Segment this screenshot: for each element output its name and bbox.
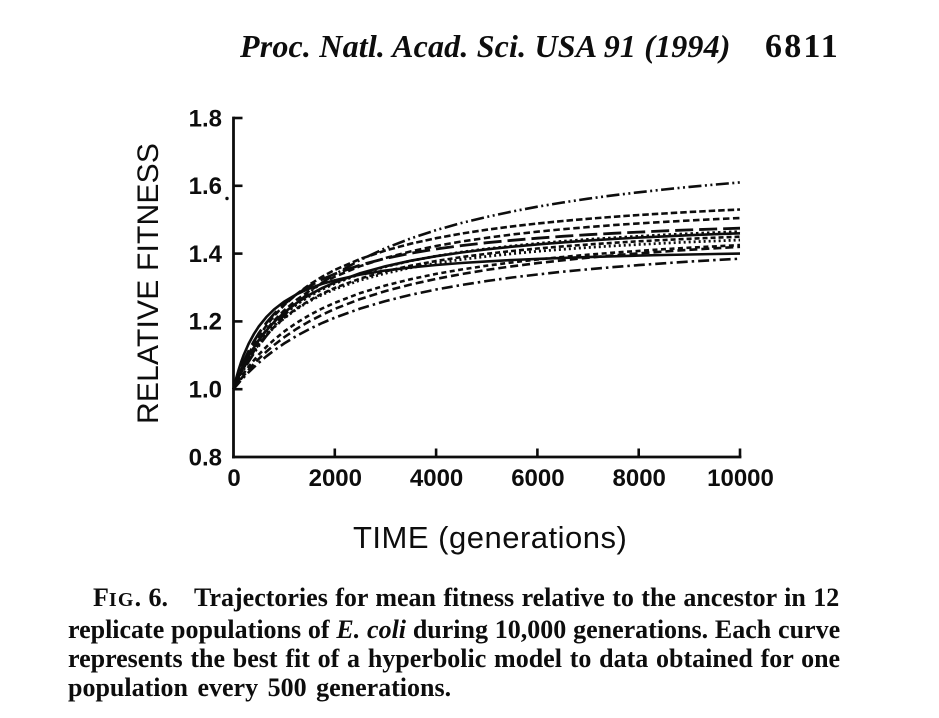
svg-text:Proc. Natl. Acad. Sci. USA 91: Proc. Natl. Acad. Sci. USA 91 (1994) xyxy=(239,28,731,64)
svg-text:2000: 2000 xyxy=(309,465,362,492)
svg-text:1.6: 1.6 xyxy=(189,173,222,200)
svg-text:6811: 6811 xyxy=(765,28,840,65)
svg-text:4000: 4000 xyxy=(410,465,463,492)
svg-text:10000: 10000 xyxy=(707,465,774,492)
svg-text:RELATIVE FITNESS: RELATIVE FITNESS xyxy=(132,143,165,424)
svg-text:1.0: 1.0 xyxy=(189,377,222,404)
svg-text:1.2: 1.2 xyxy=(189,309,222,336)
svg-text:TIME (generations): TIME (generations) xyxy=(353,520,627,555)
svg-text:8000: 8000 xyxy=(613,465,666,492)
svg-text:1.8: 1.8 xyxy=(189,105,222,132)
svg-text:6000: 6000 xyxy=(511,465,564,492)
svg-text:0.8: 0.8 xyxy=(189,444,222,471)
svg-text:0: 0 xyxy=(227,465,240,492)
svg-text:1.4: 1.4 xyxy=(189,241,223,268)
